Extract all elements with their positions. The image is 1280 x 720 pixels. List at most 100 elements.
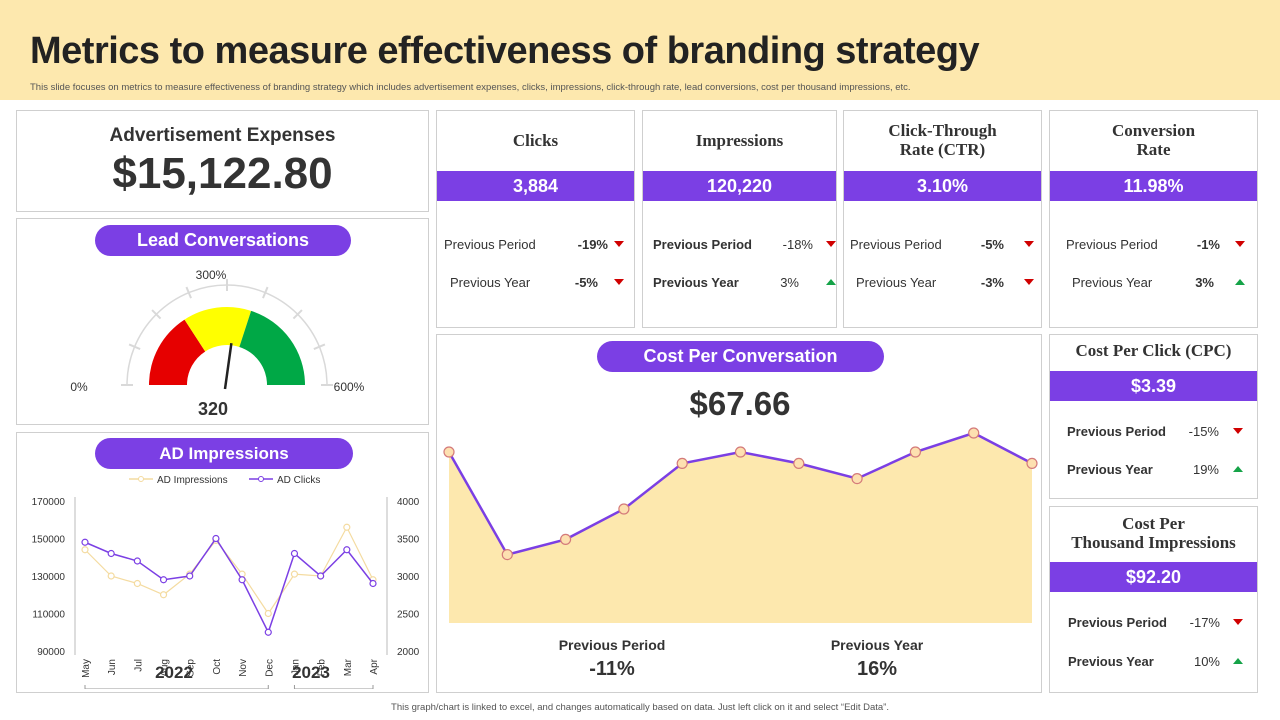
prev-period-label: Previous Period: [850, 237, 942, 252]
impressions-card: Impressions 120,220 Previous Period -18%…: [642, 110, 837, 328]
ad-clicks-point: [290, 549, 299, 558]
ad-impressions-point: [290, 570, 299, 578]
cost-point: [501, 549, 513, 561]
x-tick-label: Dec: [264, 659, 275, 677]
ad-clicks-point: [107, 549, 115, 558]
ad-impressions-point: [159, 591, 168, 599]
ctr-card: Click-Through Rate (CTR) 3.10% Previous …: [843, 110, 1042, 328]
left-tick-label: 150000: [32, 535, 66, 546]
left-tick-label: 130000: [32, 572, 66, 583]
cost-point: [793, 457, 805, 469]
cpc-prev-period-value: -11%: [589, 658, 635, 680]
prev-year-label: Previous Year: [1072, 275, 1153, 290]
up-arrow-icon: [1233, 658, 1243, 664]
gauge-tick: [151, 309, 162, 320]
cpc-value: $3.39: [1050, 371, 1257, 401]
ad-clicks-point: [264, 628, 272, 636]
gauge-min-label: 0%: [70, 380, 88, 394]
cost-point: [560, 533, 572, 545]
year-2023-label: 2023: [292, 663, 330, 682]
impressions-title: Impressions: [695, 131, 784, 150]
right-tick-label: 4000: [397, 497, 420, 508]
down-arrow-icon: [614, 279, 624, 285]
cpc-title: Cost Per Click (CPC): [1075, 341, 1232, 360]
x-tick-label: Aug: [160, 659, 171, 677]
year-2022-label: 2022: [155, 663, 193, 682]
down-arrow-icon: [1233, 619, 1243, 625]
x-tick-label: Jul: [133, 659, 144, 672]
conversion-value: 11.98%: [1050, 171, 1257, 201]
conversion-title: Conversion: [1111, 121, 1196, 140]
ad-impressions-point: [264, 609, 272, 618]
ctr-title-line2: Rate (CTR): [899, 140, 986, 159]
prev-period-label: Previous Period: [653, 237, 752, 252]
ad-clicks-point: [238, 576, 246, 584]
footer-note: This graph/chart is linked to excel, and…: [391, 702, 889, 713]
prev-year-label: Previous Year: [653, 275, 739, 290]
down-arrow-icon: [614, 241, 624, 247]
up-arrow-icon: [826, 279, 836, 285]
ad-expenses-label: Advertisement Expenses: [109, 125, 336, 146]
conversion-title-line2: Rate: [1136, 140, 1171, 159]
down-arrow-icon: [1024, 241, 1034, 247]
prev-period-value: -5%: [980, 237, 1004, 252]
ad-clicks-point: [317, 572, 325, 580]
gauge-tick: [313, 343, 326, 350]
left-tick-label: 90000: [37, 647, 65, 658]
up-arrow-icon: [1235, 279, 1245, 285]
left-tick-label: 110000: [32, 610, 65, 621]
legend-impressions: AD Impressions: [157, 475, 228, 486]
prev-period-value: -17%: [1189, 615, 1220, 630]
gauge-tick: [128, 343, 141, 350]
cost-point: [851, 473, 863, 485]
cost-per-conversation-value: $67.66: [689, 385, 791, 422]
lead-conversations-title: Lead Conversations: [95, 225, 351, 256]
group-bracket: [84, 685, 269, 689]
prev-year-value: -3%: [980, 275, 1004, 290]
right-tick-label: 2500: [397, 610, 420, 621]
impressions-value: 120,220: [643, 171, 836, 201]
right-tick-label: 2000: [397, 647, 420, 658]
cost-per-conversation-title: Cost Per Conversation: [597, 341, 884, 372]
down-arrow-icon: [1233, 428, 1243, 434]
gauge-segment-yellow: [184, 307, 252, 352]
cost-point: [909, 446, 921, 458]
cost-point: [443, 446, 455, 458]
gauge-tick: [185, 286, 192, 299]
gauge-mid-label: 300%: [196, 268, 227, 282]
gauge-segment-green: [239, 310, 305, 385]
lead-conversations-card: Lead Conversations 300% 0% 600% 320: [16, 218, 429, 425]
prev-year-label: Previous Year: [1068, 654, 1154, 669]
x-tick-label: Mar: [343, 658, 354, 676]
cost-point: [1026, 457, 1038, 469]
prev-year-label: Previous Year: [856, 275, 937, 290]
ad-clicks-point: [343, 546, 351, 554]
cpm-title: Cost Per: [1122, 514, 1185, 533]
x-tick-label: Jun: [107, 659, 118, 675]
ad-impressions-chart: AD Impressions AD Clicks 90000 110000 1300…: [32, 475, 420, 689]
ad-impressions-card: AD Impressions AD Impressions AD Clicks …: [16, 432, 429, 693]
cpc-card: Cost Per Click (CPC) $3.39 Previous Peri…: [1049, 334, 1258, 499]
x-tick-label: Sep: [186, 659, 197, 677]
lead-gauge: 300% 0% 600% 320: [70, 268, 364, 419]
left-tick-label: 170000: [32, 497, 66, 508]
clicks-value: 3,884: [437, 171, 634, 201]
prev-year-value: 3%: [1195, 275, 1214, 290]
cost-per-conversation-chart: [443, 427, 1038, 623]
prev-year-value: 19%: [1192, 462, 1219, 477]
ad-impressions-point: [81, 546, 89, 554]
cpc-prev-year-value: 16%: [856, 658, 898, 680]
gauge-tick: [292, 309, 303, 320]
prev-period-label: Previous Period: [1068, 615, 1167, 630]
cost-point: [618, 503, 630, 515]
group-bracket: [293, 685, 374, 689]
clicks-card: Clicks 3,884 Previous Period -19% Previo…: [436, 110, 635, 328]
page-subtitle: This slide focuses on metrics to measure…: [30, 82, 911, 93]
prev-period-value: -1%: [1196, 237, 1220, 252]
prev-year-value: -5%: [574, 275, 598, 290]
prev-period-label: Previous Period: [444, 237, 536, 252]
ctr-value: 3.10%: [844, 171, 1041, 201]
cost-point: [968, 427, 980, 439]
cpm-value: $92.20: [1050, 562, 1257, 592]
ad-impressions-line: [84, 525, 374, 615]
